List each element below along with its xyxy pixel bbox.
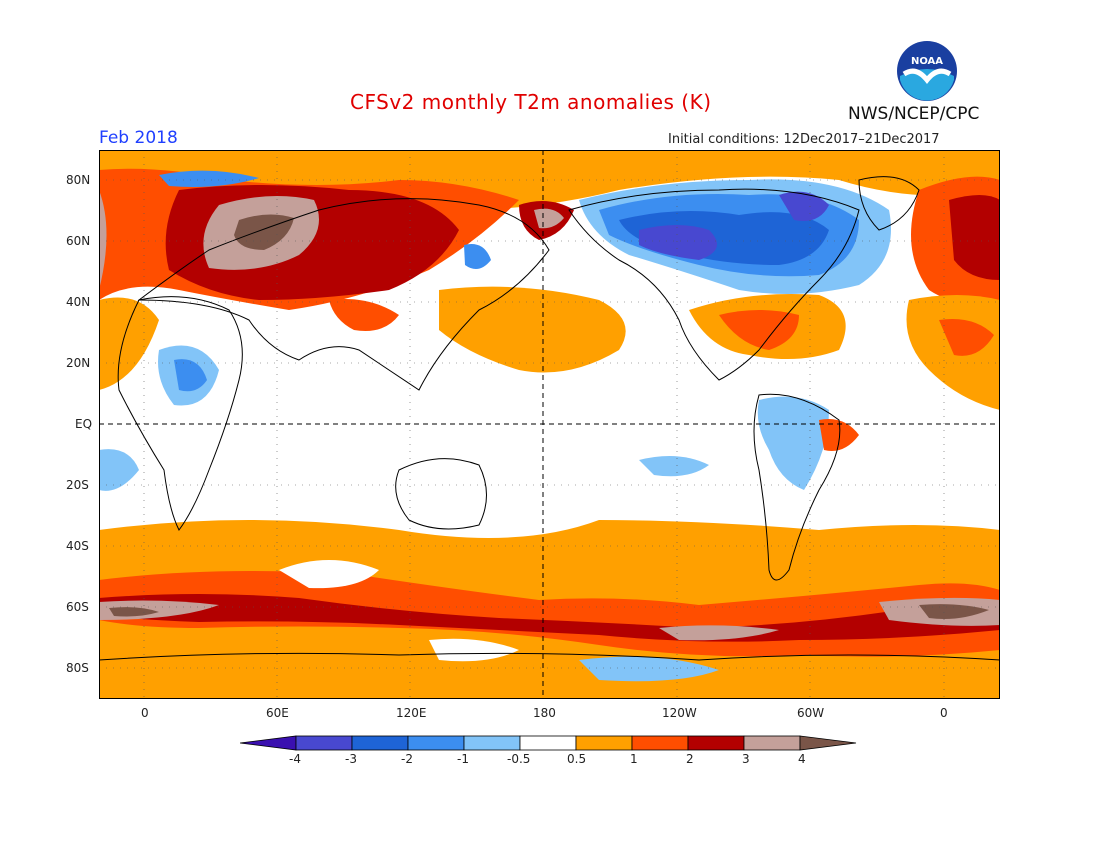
lat-label: EQ bbox=[75, 417, 93, 431]
anomaly-region bbox=[464, 244, 491, 269]
anomaly-region bbox=[639, 456, 709, 477]
lat-label: 80S bbox=[66, 661, 89, 675]
lat-label: 60S bbox=[66, 600, 89, 614]
anomaly-region bbox=[174, 359, 207, 392]
legend-tick: -3 bbox=[345, 752, 357, 766]
antarctica-outline bbox=[99, 652, 1000, 661]
anomaly-region bbox=[109, 607, 159, 617]
legend-tick: 1 bbox=[630, 752, 638, 766]
lon-label: 0 bbox=[141, 706, 149, 720]
legend-tick: 4 bbox=[798, 752, 806, 766]
legend-swatch bbox=[575, 735, 633, 751]
noaa-logo: NOAA bbox=[897, 41, 957, 101]
anomaly-region bbox=[819, 419, 859, 451]
anomaly-region bbox=[99, 150, 1000, 280]
anomaly-region bbox=[779, 191, 829, 221]
anomaly-region bbox=[534, 208, 564, 229]
anomaly-region bbox=[279, 560, 379, 589]
anomaly-region bbox=[579, 656, 719, 682]
lon-label: 60E bbox=[266, 706, 289, 720]
anomaly-region bbox=[639, 225, 717, 260]
legend-arrow-high bbox=[799, 735, 857, 751]
anomaly-region bbox=[99, 297, 159, 390]
legend-swatch bbox=[407, 735, 465, 751]
anomaly-region bbox=[99, 190, 107, 290]
australia-outline bbox=[395, 458, 487, 530]
legend-swatch bbox=[463, 735, 521, 751]
legend-swatch bbox=[743, 735, 801, 751]
legend-tick: -0.5 bbox=[507, 752, 531, 766]
anomaly-region bbox=[429, 638, 519, 662]
south-america-outline bbox=[753, 393, 841, 581]
legend-swatch bbox=[295, 735, 353, 751]
anomaly-region bbox=[757, 396, 829, 490]
chart-title: CFSv2 monthly T2m anomalies (K) bbox=[350, 90, 712, 114]
anomaly-region bbox=[159, 170, 259, 187]
anomaly-map bbox=[99, 150, 1000, 699]
lat-label: 80N bbox=[66, 173, 91, 187]
eurasia-outline bbox=[137, 198, 550, 391]
anomaly-region bbox=[939, 319, 994, 356]
logo-text: NOAA bbox=[911, 56, 943, 67]
anomaly-region bbox=[99, 449, 139, 491]
anomaly-region bbox=[659, 625, 779, 641]
legend-tick: 2 bbox=[686, 752, 694, 766]
legend-swatch bbox=[631, 735, 689, 751]
lat-label: 40S bbox=[66, 539, 89, 553]
anomaly-region bbox=[919, 604, 989, 619]
lon-label: 120W bbox=[662, 706, 697, 720]
forecast-month: Feb 2018 bbox=[99, 128, 178, 148]
anomaly-region bbox=[329, 299, 399, 331]
legend-tick: 0.5 bbox=[567, 752, 587, 766]
greenland-outline bbox=[858, 176, 920, 231]
initial-conditions: Initial conditions: 12Dec2017–21Dec2017 bbox=[668, 132, 940, 147]
lat-label: 20N bbox=[66, 356, 91, 370]
lat-label: 60N bbox=[66, 234, 91, 248]
legend-tick: 3 bbox=[742, 752, 750, 766]
legend-tick: -4 bbox=[289, 752, 301, 766]
anomaly-region bbox=[439, 286, 626, 373]
color-bar bbox=[240, 735, 857, 751]
anomaly-region bbox=[949, 195, 1000, 280]
lat-label: 40N bbox=[66, 295, 91, 309]
legend-swatch bbox=[519, 735, 577, 751]
legend-tick: -2 bbox=[401, 752, 413, 766]
north-america-outline bbox=[568, 188, 860, 381]
lon-label: 120E bbox=[396, 706, 427, 720]
legend-swatch bbox=[351, 735, 409, 751]
legend-arrow-low bbox=[240, 735, 297, 751]
anomaly-region bbox=[619, 211, 829, 265]
lon-label: 180 bbox=[533, 706, 556, 720]
agency-label: NWS/NCEP/CPC bbox=[848, 104, 980, 124]
lon-label: 0 bbox=[940, 706, 948, 720]
lon-label: 60W bbox=[797, 706, 825, 720]
lat-label: 20S bbox=[66, 478, 89, 492]
legend-tick: -1 bbox=[457, 752, 469, 766]
anomaly-region bbox=[719, 310, 799, 350]
legend-swatch bbox=[687, 735, 745, 751]
